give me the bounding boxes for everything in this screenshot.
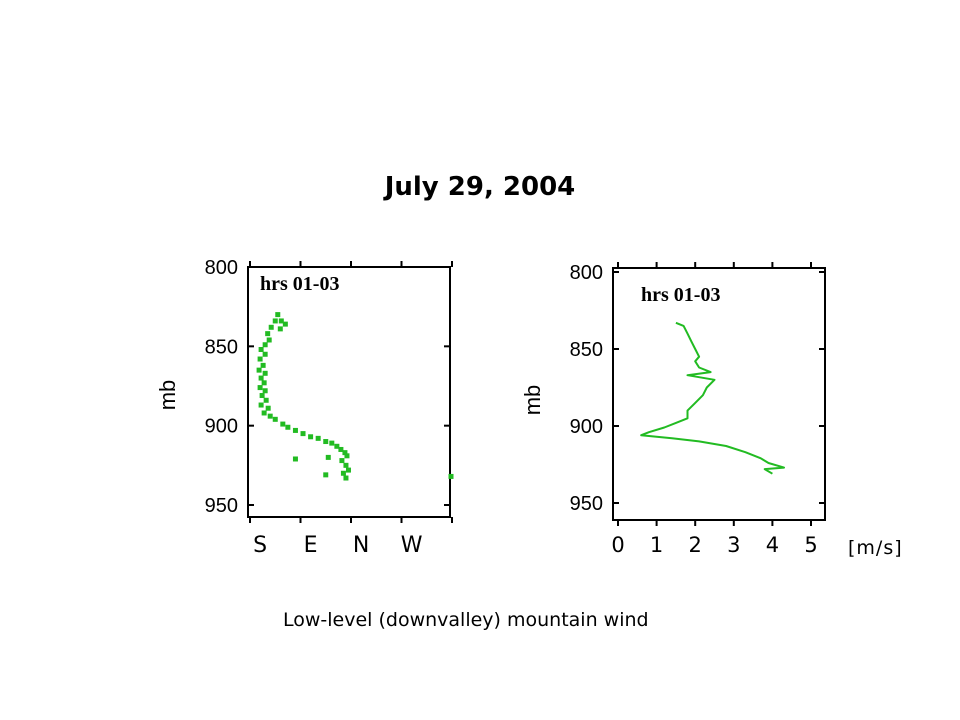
left-plot-frame — [247, 266, 451, 518]
scatter-point — [343, 475, 349, 481]
left-y-axis-label: mb — [155, 380, 180, 411]
left-annotation: hrs 01-03 — [260, 273, 339, 295]
scatter-point — [265, 405, 271, 411]
series-line — [640, 321, 785, 475]
scatter-point — [329, 440, 335, 446]
left-x-ticks — [249, 261, 453, 523]
scatter-point — [308, 434, 314, 440]
left-y-ticks: 800 850 900 950 — [205, 257, 450, 517]
x-category-label-e: E — [303, 533, 318, 558]
y-tick-label: 900 — [570, 416, 603, 438]
scatter-point — [277, 326, 283, 332]
scatter-point — [338, 446, 344, 452]
left-chart: hrs 01-03 mb 800 850 900 950 — [155, 257, 454, 523]
scatter-point — [323, 439, 329, 445]
scatter-point — [334, 443, 340, 449]
scatter-point — [261, 410, 267, 416]
x-category-label-w: W — [400, 533, 423, 558]
scatter-point — [266, 337, 272, 343]
scatter-point — [343, 462, 349, 468]
scatter-point — [448, 473, 454, 479]
scatter-point — [263, 397, 269, 403]
x-category-label-s: S — [253, 533, 268, 558]
scatter-point — [262, 388, 268, 394]
x-tick-label-0: 0 — [611, 533, 625, 557]
scatter-point — [340, 470, 346, 476]
scatter-point — [275, 312, 281, 318]
x-tick-label-5: 5 — [804, 533, 818, 557]
scatter-point — [258, 347, 264, 353]
x-tick-label-3: 3 — [727, 533, 741, 557]
y-tick-label: 950 — [205, 495, 238, 517]
scatter-point — [257, 385, 263, 391]
scatter-point — [268, 324, 274, 330]
right-x-ticks — [617, 262, 812, 526]
y-tick-label: 900 — [205, 416, 238, 438]
scatter-point — [285, 424, 291, 430]
right-y-axis-label: mb — [520, 385, 545, 416]
scatter-point — [323, 472, 329, 478]
scatter-point — [256, 367, 262, 373]
y-tick-label: 850 — [205, 336, 238, 358]
scatter-point — [282, 321, 288, 327]
x-tick-label-2: 2 — [688, 533, 702, 557]
y-tick-label: 800 — [205, 257, 238, 279]
scatter-point — [342, 450, 348, 456]
right-plot-frame — [612, 267, 826, 521]
scatter-point — [262, 370, 268, 376]
y-tick-label: 800 — [570, 262, 603, 284]
y-tick-label: 950 — [570, 493, 603, 515]
page-title: July 29, 2004 — [384, 172, 576, 202]
left-series — [256, 312, 454, 481]
scatter-point — [280, 421, 286, 427]
scatter-point — [260, 362, 266, 368]
x-tick-label-1: 1 — [649, 533, 664, 557]
scatter-point — [272, 318, 278, 324]
right-chart: hrs 01-03 mb 800 850 900 950 — [520, 262, 826, 526]
scatter-point — [261, 380, 267, 386]
scatter-point — [292, 427, 298, 433]
right-y-ticks: 800 850 900 950 — [570, 262, 825, 515]
scatter-point — [300, 431, 306, 437]
scatter-point — [258, 402, 264, 408]
scatter-point — [345, 467, 351, 473]
scatter-point — [258, 375, 264, 381]
scatter-point — [344, 453, 350, 459]
scatter-point — [272, 416, 278, 422]
scatter-point — [267, 413, 273, 419]
caption: Low-level (downvalley) mountain wind — [283, 609, 649, 631]
scatter-point — [339, 458, 345, 464]
scatter-point — [259, 393, 265, 399]
right-annotation: hrs 01-03 — [641, 284, 720, 306]
scatter-point — [257, 356, 263, 362]
scatter-point — [278, 318, 284, 324]
x-tick-label-4: 4 — [765, 533, 780, 557]
scatter-point — [262, 351, 268, 357]
x-category-label-n: N — [352, 533, 370, 558]
scatter-point — [262, 342, 268, 348]
scatter-point — [315, 435, 321, 441]
right-series — [640, 321, 785, 475]
x-unit-label: [m/s] — [848, 537, 903, 559]
scatter-point — [292, 456, 298, 462]
scatter-point — [265, 331, 271, 337]
y-tick-label: 850 — [570, 339, 603, 361]
scatter-point — [325, 454, 331, 460]
